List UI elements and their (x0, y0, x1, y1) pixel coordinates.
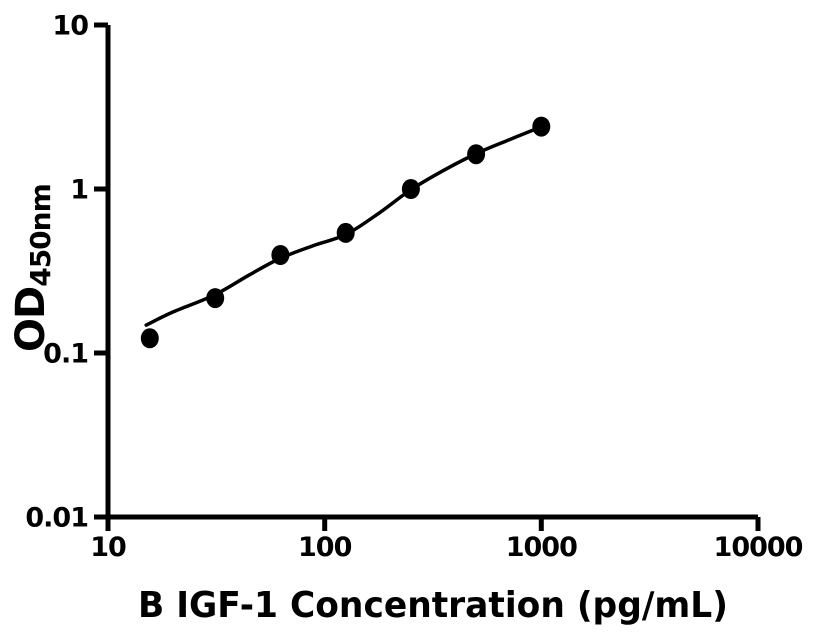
data-point-marker (467, 144, 486, 165)
axes (94, 22, 761, 531)
x-tick-labels: 10 100 1000 10000 (90, 532, 803, 563)
plot-area (140, 116, 551, 349)
x-axis-title: B IGF-1 Concentration (pg/mL) (138, 585, 728, 626)
data-point-marker (271, 245, 290, 265)
data-point-marker (401, 179, 420, 199)
x-tick-label-100: 100 (298, 532, 352, 563)
x-tick-label-10000: 10000 (714, 532, 803, 563)
y-axis-title: OD450nm (8, 184, 57, 352)
data-point-marker (336, 222, 355, 243)
y-axis-title-subscript: 450nm (24, 184, 57, 287)
y-tick-label-10: 10 (52, 11, 88, 42)
y-tick-label-0.01: 0.01 (25, 503, 88, 534)
y-tick-label-1: 1 (70, 175, 88, 206)
x-tick-label-1000: 1000 (506, 532, 577, 563)
x-tick-label-10: 10 (90, 532, 126, 563)
data-point-marker (140, 328, 159, 349)
data-point-marker (532, 116, 551, 137)
y-axis-title-main: OD (8, 287, 54, 352)
y-tick-label-0.1: 0.1 (43, 339, 88, 370)
data-point-marker (206, 288, 225, 309)
y-tick-labels: 0.01 0.1 1 10 (25, 11, 89, 534)
